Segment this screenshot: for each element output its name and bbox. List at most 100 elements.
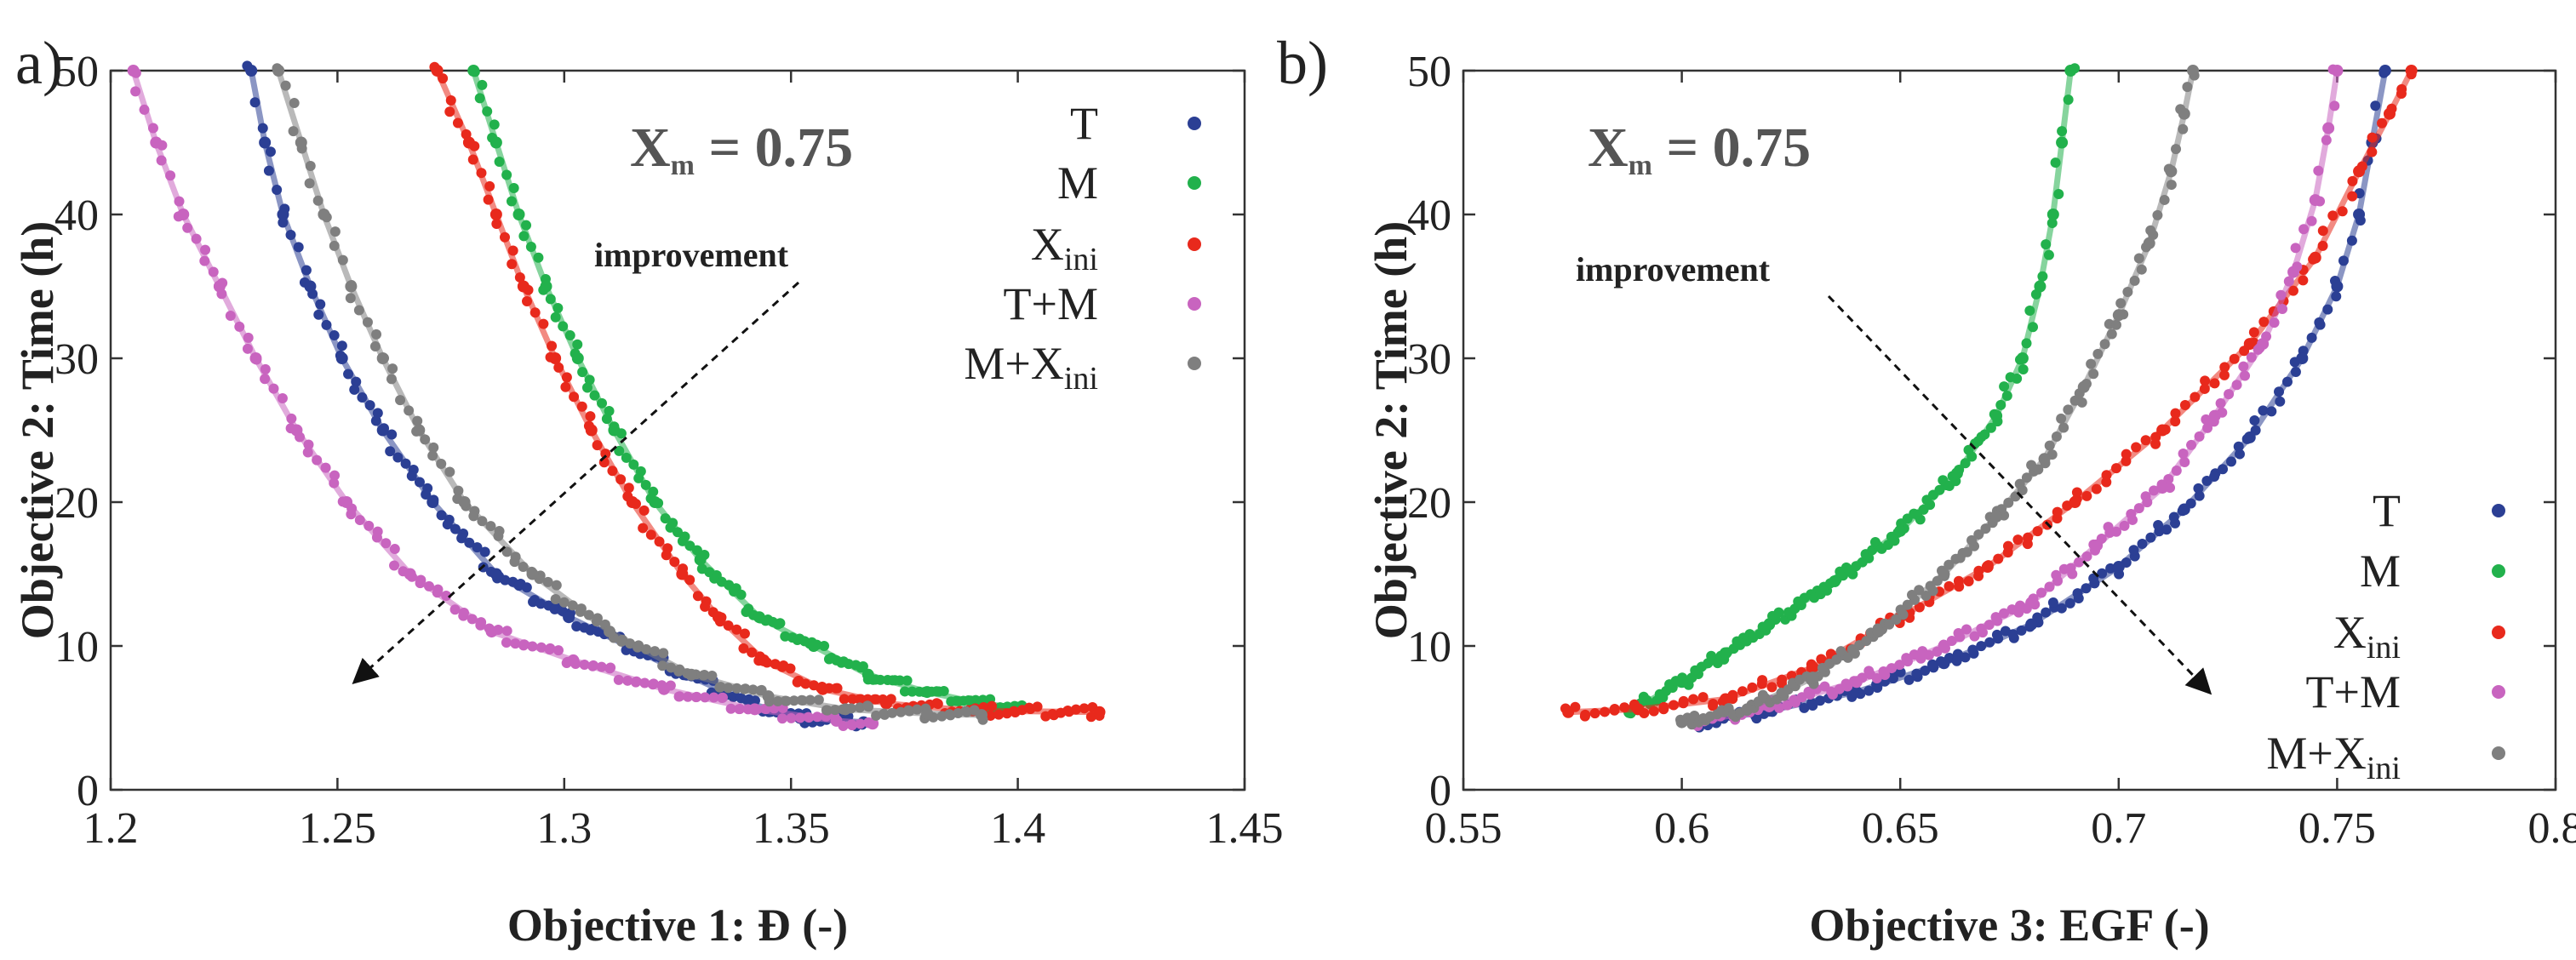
scatter-point [2001,390,2012,401]
legend-marker [2492,746,2505,760]
y-axis-label: Objective 2: Time (h) [1365,221,1417,639]
scatter-point [414,477,425,488]
scatter-point [518,231,530,242]
scatter-point [1871,673,1882,684]
data-point [318,209,330,220]
scatter-point [2092,348,2104,359]
x-tick-label: 0.65 [1862,804,1939,853]
scatter-point [474,93,485,104]
data-point [571,352,584,364]
data-point [376,352,389,364]
scatter-point [869,694,880,705]
data-point [1632,703,1645,716]
data-point [335,352,348,364]
data-point [2287,266,2300,278]
scatter-point [500,574,511,586]
scatter-point [856,662,867,673]
data-point [2208,409,2221,422]
scatter-point [2218,464,2229,475]
data-point [345,280,358,293]
data-point [526,568,539,580]
scatter-point [963,694,974,706]
scatter-point [592,440,603,451]
scatter-point [313,309,324,320]
scatter-point [2088,369,2099,380]
data-point [413,424,426,437]
scatter-point [2159,194,2170,205]
scatter-point [691,545,702,556]
scatter-point [1638,691,1649,702]
scatter-point [623,483,634,494]
scatter-point [2047,597,2058,608]
scatter-point [2240,370,2251,381]
scatter-point [345,293,356,304]
data-point [2091,539,2104,551]
scatter-point [2016,625,2027,636]
scatter-point [2044,581,2055,592]
data-point [2046,209,2059,220]
data-point [2178,503,2190,516]
scatter-point [156,155,167,166]
scatter-point [1589,708,1600,719]
scatter-point [268,383,279,394]
scatter-point [477,79,488,90]
scatter-point [147,123,158,134]
scatter-point [371,532,382,543]
scatter-point [200,244,211,255]
scatter-point [2194,431,2205,442]
scatter-point [491,218,502,229]
scatter-point [583,609,594,620]
data-point [404,568,416,580]
scatter-point [2046,218,2058,229]
data-point [2405,65,2418,77]
scatter-point [553,362,564,373]
scatter-point [579,659,590,670]
scatter-point [786,712,797,723]
scatter-point [2218,369,2230,380]
scatter-point [645,529,656,540]
scatter-point [351,376,362,387]
scatter-point [1878,666,1889,677]
scatter-point [755,685,766,696]
scatter-point [604,405,615,416]
scatter-point [1706,650,1717,661]
scatter-point [2231,380,2242,391]
scatter-point [1047,708,1058,719]
scatter-point [456,533,467,544]
legend-marker [1188,176,1201,190]
data-point [2156,482,2169,494]
scatter-point [2283,276,2294,287]
scatter-point [371,329,382,340]
data-point [304,280,317,293]
data-point [1829,574,1841,587]
scatter-point [2329,100,2340,111]
scatter-point [442,519,453,530]
data-point [272,65,285,77]
scatter-point [1815,695,1826,706]
scatter-point [2028,322,2039,333]
improvement-label: improvement [594,236,789,274]
scatter-point [2076,397,2087,408]
data-point [376,424,389,437]
scatter-point [2063,94,2074,106]
x-tick-label: 1.2 [83,804,139,853]
scatter-point [501,626,512,637]
scatter-point [739,628,750,639]
scatter-point [879,708,890,719]
scatter-point [1973,529,1984,540]
scatter-point [2097,568,2108,579]
scatter-point [2277,303,2288,314]
scatter-point [2051,431,2062,443]
scatter-point [2202,422,2213,433]
scatter-point [551,580,562,591]
x-tick-label: 1.45 [1206,804,1284,853]
data-point [249,352,262,364]
scatter-point [1840,678,1852,689]
scatter-point [518,640,530,651]
scatter-point [2065,563,2076,574]
scatter-point [2178,123,2189,134]
scatter-point [2179,400,2190,411]
scatter-point [234,321,245,332]
scatter-point [522,296,533,307]
scatter-point [584,374,595,386]
